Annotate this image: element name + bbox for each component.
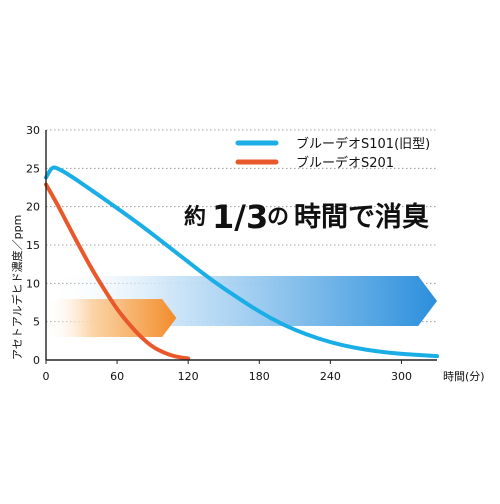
x-tick-label-4: 240 xyxy=(320,370,341,383)
legend-label-s201: ブルーデオS201 xyxy=(296,155,394,171)
headline: 約 1/3 の 時間で消臭 xyxy=(184,198,429,236)
x-tick-label-3: 180 xyxy=(249,370,270,383)
headline-suffix: 時間で消臭 xyxy=(294,202,429,233)
x-tick-label-5: 300 xyxy=(391,370,412,383)
series-lines xyxy=(44,165,439,361)
y-tick-label-4: 20 xyxy=(26,201,40,214)
y-tick-label-2: 10 xyxy=(26,277,40,290)
y-tick-label-6: 30 xyxy=(26,124,40,137)
headline-fraction: 1/3 xyxy=(212,198,268,236)
series-line-s101 xyxy=(44,165,439,359)
arrows xyxy=(46,276,437,337)
legend: ブルーデオS101(旧型) ブルーデオS201 xyxy=(235,136,430,171)
y-tick-label-5: 25 xyxy=(26,162,40,175)
y-axis-label: アセトアルデヒド濃度／ppm xyxy=(10,215,24,360)
x-axis-label: 時間(分) xyxy=(443,370,485,383)
y-tick-label-3: 15 xyxy=(26,239,40,252)
axis-ticks: 0 60 120 180 240 300 0 5 10 15 20 25 30 xyxy=(26,124,412,383)
legend-label-s101: ブルーデオS101(旧型) xyxy=(296,136,430,152)
x-tick-label-0: 0 xyxy=(43,370,50,383)
x-tick-label-1: 60 xyxy=(110,370,124,383)
y-tick-label-1: 5 xyxy=(33,316,40,329)
y-tick-label-0: 0 xyxy=(33,354,40,367)
arrow-band-s201 xyxy=(46,299,177,337)
headline-prefix: 約 xyxy=(184,204,206,230)
headline-particle: の xyxy=(267,205,289,230)
series-line-s201 xyxy=(44,182,191,361)
x-tick-label-2: 120 xyxy=(178,370,199,383)
